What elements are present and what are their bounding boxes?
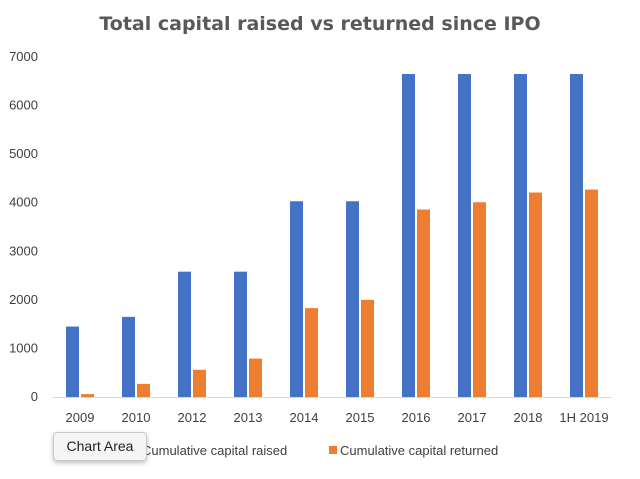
x-tick-label: 2018 [514,410,543,425]
bar-capital-returned[interactable] [473,202,486,397]
bars-group [66,74,598,397]
bar-capital-returned[interactable] [529,192,542,397]
x-axis: 2009 2010 2012 2013 2014 2015 2016 2017 2018 1H 2… [52,397,612,425]
x-tick-label: 2015 [346,410,375,425]
x-tick-label: 2016 [402,410,431,425]
x-tick-label: 2010 [122,410,151,425]
y-axis: 0 1000 2000 3000 4000 5000 6000 7000 [9,49,38,404]
bar-capital-raised[interactable] [234,271,247,397]
bar-capital-returned[interactable] [81,394,94,397]
bar-capital-raised[interactable] [458,74,471,397]
bar-capital-returned[interactable] [361,299,374,397]
x-tick-label: 2014 [290,410,319,425]
bar-capital-returned[interactable] [417,209,430,397]
bar-capital-raised[interactable] [402,74,415,397]
y-tick-label: 5000 [9,146,38,161]
x-tick-label: 2009 [66,410,95,425]
chart-title: Total capital raised vs returned since I… [99,13,540,35]
bar-capital-returned[interactable] [193,369,206,397]
bar-capital-returned[interactable] [305,308,318,397]
legend: Cumulative capital raised Cumulative capi… [131,443,498,458]
y-tick-label: 6000 [9,98,38,113]
bar-capital-returned[interactable] [249,358,262,397]
legend-label-raised: Cumulative capital raised [142,443,287,458]
bar-capital-returned[interactable] [585,189,598,397]
y-tick-label: 0 [31,389,38,404]
bar-capital-raised[interactable] [290,201,303,397]
x-tick-label: 1H 2019 [559,410,608,425]
x-tick-label: 2012 [178,410,207,425]
bar-capital-raised[interactable] [346,201,359,397]
bar-capital-raised[interactable] [178,271,191,397]
y-tick-label: 3000 [9,243,38,258]
bar-capital-raised[interactable] [122,316,135,397]
legend-swatch-returned [329,446,337,454]
x-tick-label: 2013 [234,410,263,425]
legend-label-returned: Cumulative capital returned [340,443,498,458]
y-tick-label: 1000 [9,340,38,355]
y-tick-label: 7000 [9,49,38,64]
bar-capital-returned[interactable] [137,383,150,397]
bar-capital-raised[interactable] [570,74,583,397]
x-tick-label: 2017 [458,410,487,425]
bar-capital-raised[interactable] [66,326,79,397]
y-tick-label: 2000 [9,292,38,307]
bar-capital-raised[interactable] [514,74,527,397]
chart-area-tooltip: Chart Area [53,432,147,461]
y-tick-label: 4000 [9,195,38,210]
